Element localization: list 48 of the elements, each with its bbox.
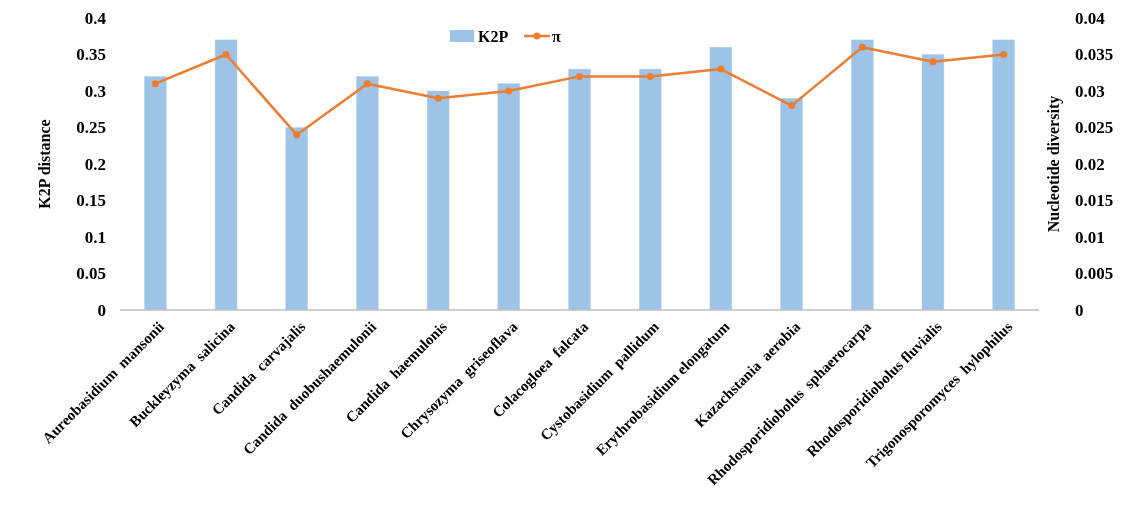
y-axis-title: K2P distance <box>36 119 53 209</box>
y2-tick-label: 0.035 <box>1075 45 1114 65</box>
y2-tick-label: 0.01 <box>1075 227 1105 247</box>
bar <box>851 39 874 311</box>
point <box>505 87 513 95</box>
y2-tick-label: 0.02 <box>1075 154 1105 174</box>
y-tick-label: 0.2 <box>84 154 106 174</box>
y-tick-label: 0.15 <box>76 191 106 211</box>
point <box>151 80 159 88</box>
point <box>1000 51 1008 58</box>
point <box>434 94 442 102</box>
point <box>717 65 725 73</box>
legend-label: K2P <box>478 27 509 45</box>
point <box>222 51 230 58</box>
y-tick-label: 0.35 <box>76 45 106 65</box>
y2-tick-label: 0.005 <box>1075 264 1114 284</box>
point <box>363 80 371 88</box>
legend-label: π <box>552 27 561 45</box>
bar <box>638 68 662 311</box>
point <box>293 131 301 139</box>
y2-tick-label: 0.04 <box>1075 8 1106 28</box>
y-tick-label: 0.25 <box>76 118 106 138</box>
y2-tick-label: 0 <box>1075 300 1084 320</box>
point <box>858 43 866 51</box>
bar <box>214 39 238 311</box>
y-tick-label: 0 <box>97 300 106 320</box>
bar <box>285 127 308 311</box>
point <box>929 58 937 66</box>
y2-tick-label: 0.025 <box>1075 118 1114 138</box>
point <box>788 102 796 110</box>
bar <box>921 54 945 311</box>
y-tick-label: 0.3 <box>84 81 106 101</box>
y-tick-label: 0.1 <box>84 227 106 247</box>
y-tick-label: 0.4 <box>84 8 107 28</box>
y-tick-label: 0.05 <box>76 264 106 284</box>
bar <box>709 46 733 311</box>
y2-tick-label: 0.03 <box>1075 81 1105 101</box>
point <box>646 72 654 80</box>
bar <box>356 76 379 311</box>
bar <box>426 90 450 311</box>
y2-axis-title: Nucleotide diversity <box>1045 95 1063 233</box>
bar <box>780 98 803 311</box>
y2-tick-label: 0.015 <box>1075 191 1114 211</box>
point <box>576 72 583 80</box>
bar <box>144 76 167 311</box>
bar <box>568 68 591 311</box>
bar <box>497 83 521 311</box>
bar <box>992 39 1015 311</box>
